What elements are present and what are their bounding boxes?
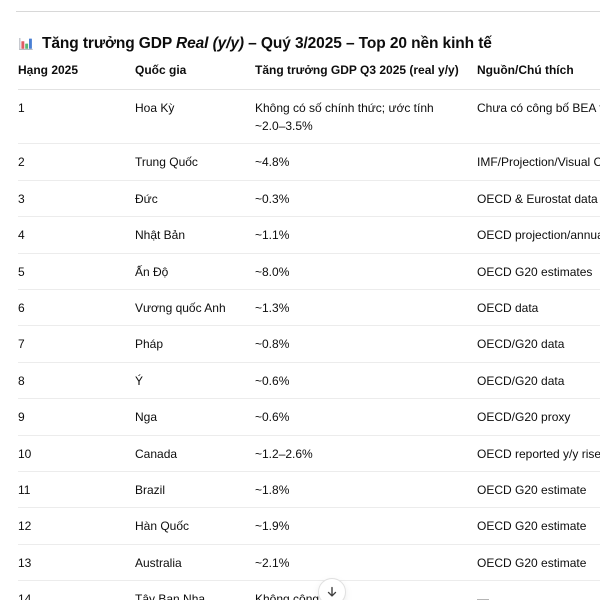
title-italic-part: Real (y/y)	[176, 35, 244, 52]
table-row: 13 Australia ~2.1% OECD G20 estimate	[18, 544, 600, 582]
column-header-growth: Tăng trưởng GDP Q3 2025 (real y/y)	[255, 58, 477, 90]
cell-rank: 11	[18, 471, 135, 509]
table-row: 12 Hàn Quốc ~1.9% OECD G20 estimate	[18, 507, 600, 545]
cell-country: Nga	[135, 398, 255, 436]
cell-growth: ~4.8%	[255, 143, 477, 181]
table-row: 7 Pháp ~0.8% OECD/G20 data	[18, 325, 600, 363]
cell-rank: 3	[18, 180, 135, 218]
column-header-rank: Hạng 2025	[18, 58, 135, 90]
cell-country: Tây Ban Nha	[135, 580, 255, 600]
cell-rank: 10	[18, 435, 135, 472]
table-row: 1 Hoa Kỳ Không có số chính thức; ước tín…	[18, 89, 600, 145]
cell-rank: 5	[18, 253, 135, 290]
column-header-source: Nguồn/Chú thích	[477, 58, 600, 90]
cell-source: OECD reported y/y rise	[477, 435, 600, 472]
cell-country: Ý	[135, 362, 255, 400]
scroll-to-bottom-button[interactable]	[318, 578, 346, 600]
cell-country: Australia	[135, 544, 255, 582]
cell-growth: ~1.2–2.6%	[255, 435, 477, 472]
cell-rank: 6	[18, 289, 135, 327]
cell-source: OECD data	[477, 289, 600, 327]
cell-rank: 4	[18, 216, 135, 254]
cell-source: OECD G20 estimates	[477, 253, 600, 290]
cell-rank: 7	[18, 325, 135, 363]
cell-rank: 1	[18, 89, 135, 145]
table-row: 4 Nhật Bản ~1.1% OECD projection/annual	[18, 216, 600, 254]
cell-source: Chưa có công bố BEA ful	[477, 89, 600, 145]
title-prefix: Tăng trưởng GDP	[42, 35, 177, 52]
cell-growth: ~0.6%	[255, 398, 477, 436]
cell-source: IMF/Projection/Visual Ca	[477, 143, 600, 181]
page-title: Tăng trưởng GDP Real (y/y) – Quý 3/2025 …	[18, 35, 492, 53]
cell-source: OECD G20 estimate	[477, 544, 600, 582]
bar-chart-icon	[18, 36, 34, 52]
top-divider	[16, 11, 600, 12]
table-row: 2 Trung Quốc ~4.8% IMF/Projection/Visual…	[18, 143, 600, 181]
table-row: 14 Tây Ban Nha Không công bố —	[18, 580, 600, 600]
cell-source: OECD/G20 data	[477, 362, 600, 400]
table-row: 3 Đức ~0.3% OECD & Eurostat data	[18, 180, 600, 218]
cell-rank: 12	[18, 507, 135, 545]
table-row: 5 Ấn Độ ~8.0% OECD G20 estimates	[18, 253, 600, 290]
cell-country: Ấn Độ	[135, 253, 255, 290]
cell-source: OECD projection/annual	[477, 216, 600, 254]
cell-growth: ~0.8%	[255, 325, 477, 363]
cell-growth: ~0.6%	[255, 362, 477, 400]
cell-rank: 9	[18, 398, 135, 436]
table-row: 10 Canada ~1.2–2.6% OECD reported y/y ri…	[18, 435, 600, 472]
cell-country: Trung Quốc	[135, 143, 255, 181]
cell-source: OECD G20 estimate	[477, 471, 600, 509]
cell-growth: ~1.1%	[255, 216, 477, 254]
cell-growth: ~1.3%	[255, 289, 477, 327]
cell-country: Pháp	[135, 325, 255, 363]
table-header-row: Hạng 2025 Quốc gia Tăng trưởng GDP Q3 20…	[18, 58, 600, 90]
cell-growth: Không có số chính thức; ước tính ~2.0–3.…	[255, 89, 477, 145]
table-row: 8 Ý ~0.6% OECD/G20 data	[18, 362, 600, 400]
cell-source: OECD G20 estimate	[477, 507, 600, 545]
cell-rank: 2	[18, 143, 135, 181]
cell-growth: ~8.0%	[255, 253, 477, 290]
arrow-down-icon	[325, 585, 339, 599]
cell-country: Đức	[135, 180, 255, 218]
title-text: Tăng trưởng GDP Real (y/y) – Quý 3/2025 …	[42, 35, 492, 53]
table-row: 6 Vương quốc Anh ~1.3% OECD data	[18, 289, 600, 327]
cell-growth: ~1.9%	[255, 507, 477, 545]
cell-growth: ~0.3%	[255, 180, 477, 218]
cell-country: Hàn Quốc	[135, 507, 255, 545]
cell-source: OECD/G20 proxy	[477, 398, 600, 436]
cell-source: —	[477, 580, 600, 600]
cell-growth: ~2.1%	[255, 544, 477, 582]
table-row: 11 Brazil ~1.8% OECD G20 estimate	[18, 471, 600, 509]
gdp-growth-table: Hạng 2025 Quốc gia Tăng trưởng GDP Q3 20…	[18, 58, 600, 600]
cell-country: Vương quốc Anh	[135, 289, 255, 327]
cell-rank: 14	[18, 580, 135, 600]
cell-country: Hoa Kỳ	[135, 89, 255, 145]
cell-growth: Không công bố	[255, 580, 477, 600]
cell-rank: 13	[18, 544, 135, 582]
column-header-country: Quốc gia	[135, 58, 255, 90]
table-row: 9 Nga ~0.6% OECD/G20 proxy	[18, 398, 600, 436]
cell-country: Nhật Bản	[135, 216, 255, 254]
cell-growth: ~1.8%	[255, 471, 477, 509]
cell-source: OECD & Eurostat data	[477, 180, 600, 218]
title-suffix: – Quý 3/2025 – Top 20 nền kinh tế	[243, 35, 492, 52]
cell-country: Brazil	[135, 471, 255, 509]
cell-rank: 8	[18, 362, 135, 400]
cell-source: OECD/G20 data	[477, 325, 600, 363]
cell-country: Canada	[135, 435, 255, 472]
